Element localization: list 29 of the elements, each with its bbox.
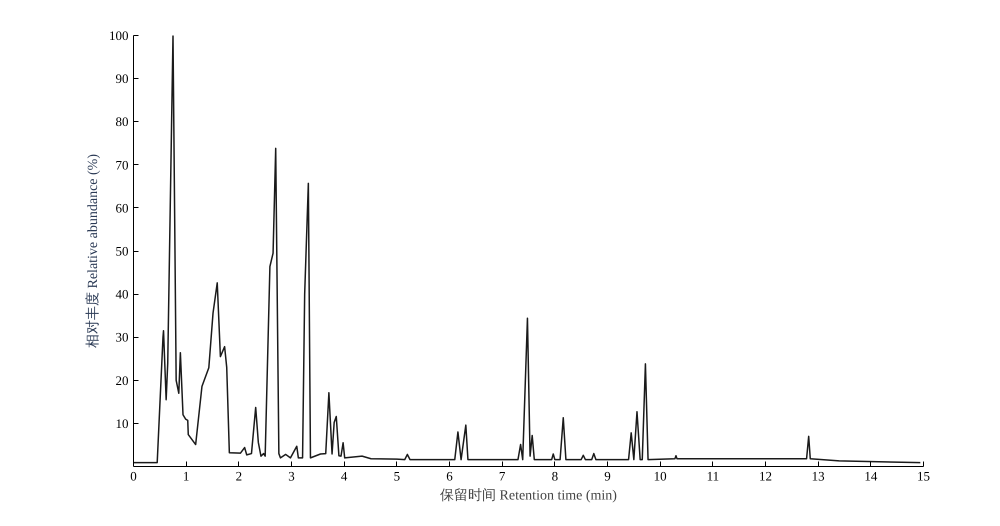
y-tick-label: 100 (109, 28, 128, 43)
y-tick-label: 80 (116, 114, 128, 130)
x-tick-label: 10 (654, 468, 667, 484)
x-tick-label: 5 (394, 468, 400, 484)
x-tick-label: 0 (130, 468, 137, 484)
y-tick-label: 10 (116, 416, 128, 431)
line-series (134, 36, 922, 464)
x-tick-label: 8 (552, 468, 558, 484)
x-tick-label: 13 (812, 468, 825, 484)
y-tick-label: 50 (116, 244, 128, 258)
x-tick-label: 12 (759, 468, 772, 484)
y-tick-label: 60 (116, 200, 128, 216)
y-axis-title: 相对丰度 Relative abundance (%) (85, 154, 101, 348)
x-tick-label: 1 (182, 468, 190, 484)
x-tick-label: 9 (604, 468, 611, 484)
x-tick-label: 2 (236, 468, 242, 484)
x-tick-label: 4 (340, 468, 348, 484)
x-tick-label: 6 (446, 468, 454, 484)
x-axis-title: 保留时间 Retention time (min) (440, 488, 618, 504)
x-tick-label: 14 (864, 468, 878, 484)
x-tick-label: 11 (706, 468, 720, 484)
y-tick-label: 30 (116, 330, 128, 345)
x-tick-label: 7 (498, 468, 506, 484)
y-tick-label: 40 (116, 286, 128, 302)
y-tick-label: 70 (116, 157, 128, 172)
x-tick-label: 3 (288, 468, 295, 484)
x-tick-label: 15 (917, 468, 930, 484)
y-tick-label: 20 (116, 372, 128, 388)
y-tick-label: 90 (116, 71, 128, 86)
